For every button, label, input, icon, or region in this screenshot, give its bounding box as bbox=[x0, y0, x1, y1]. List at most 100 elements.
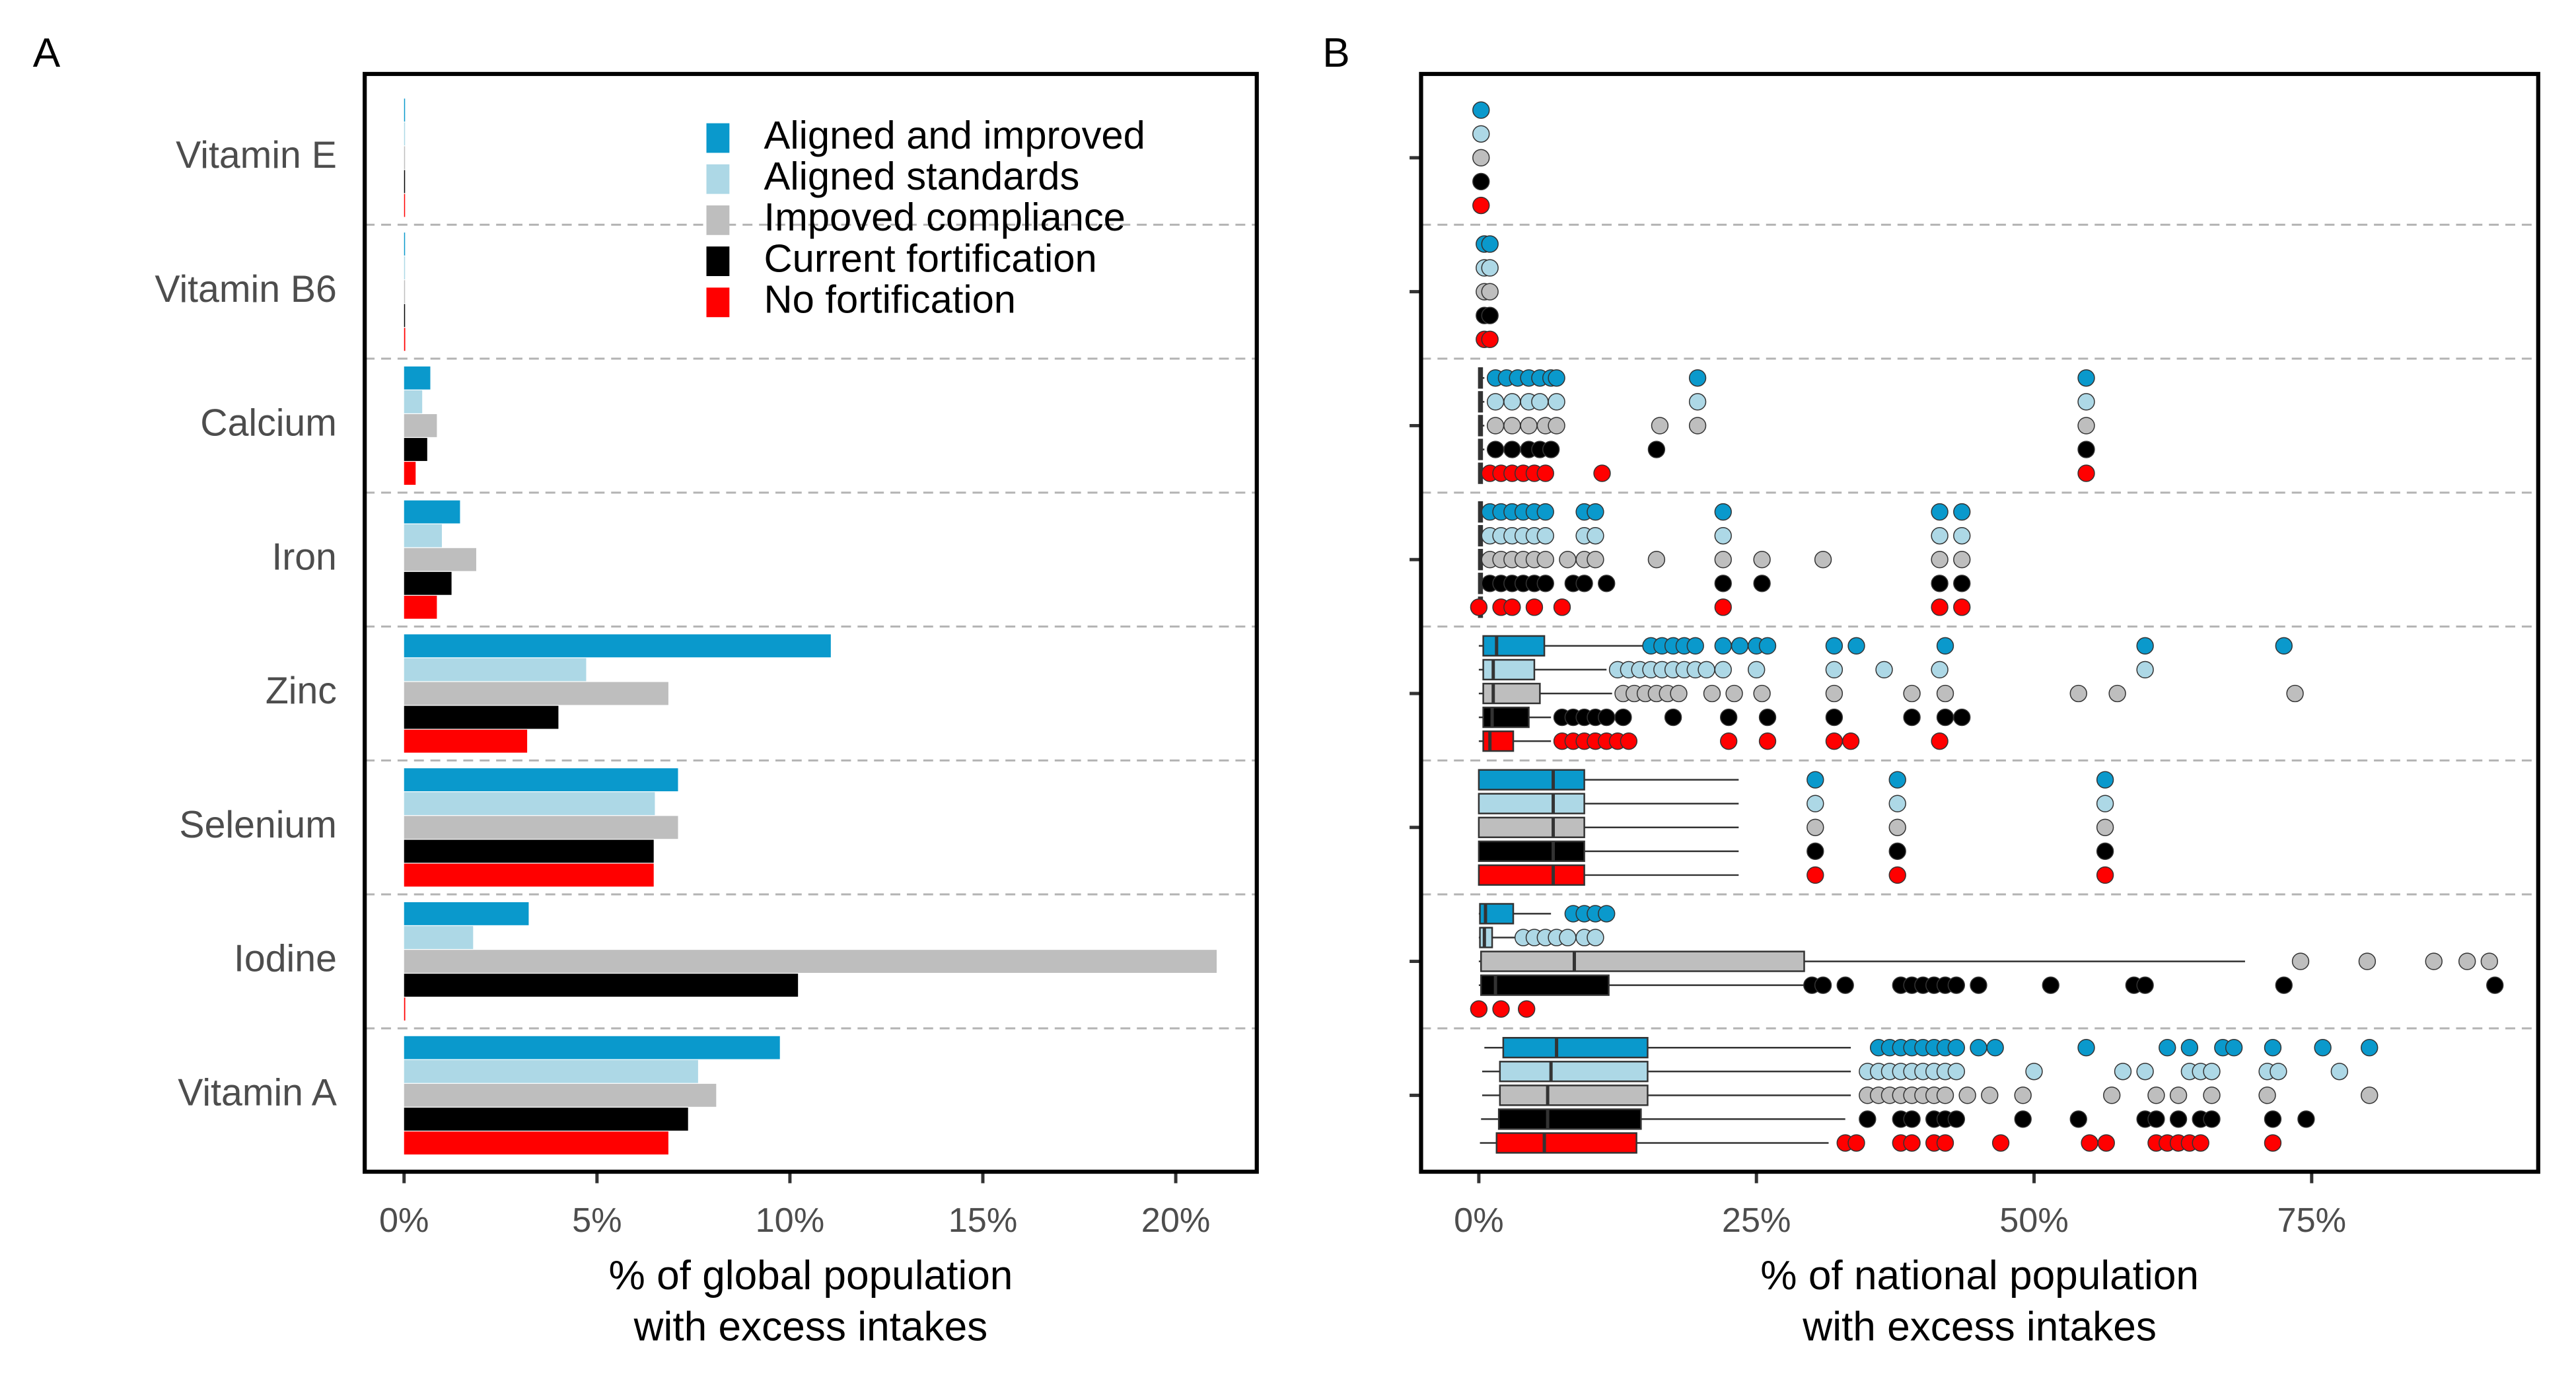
outlier bbox=[2275, 976, 2293, 994]
box bbox=[1482, 635, 1546, 657]
category-label: Selenium bbox=[179, 804, 336, 846]
outlier bbox=[1536, 575, 1554, 592]
outlier bbox=[2069, 1110, 2087, 1128]
legend-swatch bbox=[706, 287, 730, 318]
bar bbox=[404, 366, 431, 390]
outlier bbox=[1548, 369, 1565, 387]
outlier bbox=[1814, 976, 1832, 994]
box bbox=[1480, 974, 1610, 996]
outlier bbox=[1548, 417, 1565, 435]
outlier bbox=[2264, 1134, 2282, 1152]
category-label: Vitamin E bbox=[176, 134, 337, 176]
outlier bbox=[1520, 417, 1538, 435]
outlier bbox=[2147, 1110, 2165, 1128]
x-tick-label: 5% bbox=[572, 1201, 622, 1240]
outlier bbox=[2147, 1086, 2165, 1104]
outlier bbox=[2297, 1110, 2315, 1128]
bar bbox=[404, 462, 416, 485]
outlier bbox=[1859, 1110, 1877, 1128]
outlier bbox=[1714, 526, 1732, 545]
outlier bbox=[1931, 660, 1949, 679]
outlier bbox=[1847, 1134, 1865, 1152]
x-tick-label: 25% bbox=[1722, 1201, 1791, 1240]
x-axis-title: with excess intakes bbox=[1802, 1304, 2157, 1349]
outlier bbox=[1931, 732, 1949, 750]
category-label: Vitamin A bbox=[178, 1071, 337, 1114]
outlier bbox=[1587, 929, 1604, 946]
outlier bbox=[1486, 441, 1505, 458]
outlier bbox=[1503, 393, 1521, 411]
outlier bbox=[1587, 551, 1604, 569]
outlier bbox=[1888, 818, 1906, 836]
outlier bbox=[1947, 976, 1966, 994]
outlier bbox=[1714, 598, 1732, 616]
bar bbox=[404, 1083, 717, 1107]
bar bbox=[404, 729, 528, 753]
box bbox=[1495, 1132, 1637, 1154]
outlier bbox=[1531, 393, 1549, 411]
legend-label: Impoved compliance bbox=[764, 195, 1126, 239]
outlier bbox=[1536, 464, 1554, 482]
outlier bbox=[1481, 259, 1499, 277]
outlier bbox=[1703, 684, 1721, 703]
bar bbox=[404, 682, 668, 705]
outlier bbox=[2314, 1039, 2332, 1057]
legend-label: Aligned standards bbox=[764, 154, 1080, 198]
box bbox=[1478, 769, 1585, 791]
outlier bbox=[2180, 1039, 2199, 1057]
legend-swatch bbox=[706, 164, 730, 194]
outlier bbox=[1593, 464, 1611, 482]
outlier bbox=[2096, 795, 2114, 812]
outlier bbox=[1553, 598, 1571, 616]
box bbox=[1478, 816, 1585, 838]
outlier bbox=[1888, 795, 1906, 812]
outlier bbox=[1947, 1039, 1966, 1057]
outlier bbox=[2042, 976, 2059, 994]
panel-label: A bbox=[33, 30, 61, 76]
legend-label: No fortification bbox=[764, 277, 1016, 322]
category-label: Iodine bbox=[234, 938, 337, 980]
outlier bbox=[1481, 306, 1499, 324]
outlier bbox=[1825, 732, 1843, 750]
outlier bbox=[2480, 952, 2499, 970]
outlier bbox=[2264, 1110, 2282, 1128]
bar bbox=[404, 194, 406, 217]
outlier bbox=[2136, 976, 2154, 994]
box bbox=[1478, 864, 1585, 886]
legend-swatch bbox=[706, 246, 730, 277]
outlier bbox=[1731, 637, 1749, 655]
outlier bbox=[2330, 1063, 2349, 1081]
outlier bbox=[2203, 1110, 2221, 1128]
outlier bbox=[1714, 660, 1732, 679]
bar bbox=[404, 595, 437, 619]
outlier bbox=[1758, 732, 1777, 750]
outlier bbox=[1888, 842, 1906, 861]
plot-frame bbox=[1419, 71, 2540, 1174]
outlier bbox=[1481, 235, 1499, 253]
outlier bbox=[1953, 526, 1971, 545]
outlier bbox=[1686, 637, 1704, 655]
outlier bbox=[1472, 149, 1490, 167]
outlier bbox=[1953, 598, 1971, 616]
outlier bbox=[1903, 708, 1921, 727]
outlier bbox=[1931, 575, 1949, 592]
outlier bbox=[1651, 417, 1669, 435]
bar bbox=[404, 950, 1217, 973]
outlier bbox=[2203, 1086, 2221, 1104]
outlier bbox=[1847, 637, 1865, 655]
bar bbox=[404, 571, 452, 595]
outlier bbox=[1714, 503, 1732, 521]
outlier bbox=[2458, 952, 2476, 970]
outlier bbox=[1986, 1039, 2004, 1057]
bar bbox=[404, 414, 437, 437]
outlier bbox=[1575, 575, 1593, 592]
panel-label: B bbox=[1322, 30, 1349, 76]
outlier bbox=[2077, 417, 2095, 435]
bar bbox=[404, 863, 654, 887]
bar bbox=[404, 926, 474, 949]
outlier bbox=[1481, 330, 1499, 348]
outlier bbox=[1936, 684, 1954, 703]
bar bbox=[404, 1108, 688, 1131]
outlier bbox=[1472, 172, 1490, 191]
